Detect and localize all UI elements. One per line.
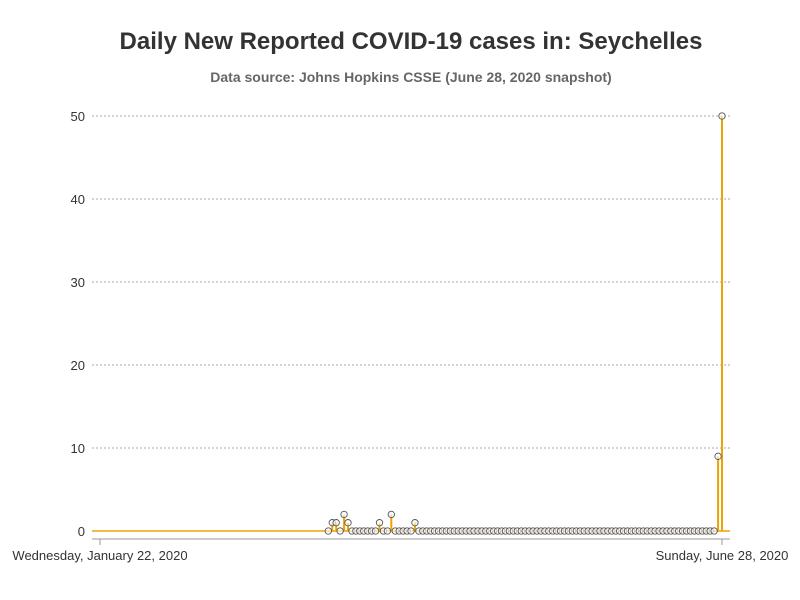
series-lines <box>92 116 730 532</box>
data-point <box>371 527 380 535</box>
data-point <box>324 527 332 535</box>
data-point <box>407 527 415 535</box>
y-tick-label: 30 <box>71 275 85 290</box>
data-point <box>383 527 392 535</box>
data-point <box>714 452 722 460</box>
data-point <box>710 527 718 535</box>
x-tick-label: Sunday, June 28, 2020 <box>656 548 789 563</box>
grid-lines <box>92 115 730 449</box>
y-tick-label: 40 <box>71 192 85 207</box>
series-markers <box>324 112 726 535</box>
data-point <box>718 112 726 120</box>
axes: 0 10 20 30 40 50 Wednesday, January 22, 2020 Su… <box>12 109 788 563</box>
data-point <box>411 519 419 527</box>
y-tick-label: 10 <box>71 441 85 456</box>
data-point <box>332 519 340 527</box>
chart-subtitle: Data source: Johns Hopkins CSSE (June 28… <box>210 69 612 85</box>
data-point <box>336 527 344 535</box>
data-point <box>387 510 395 519</box>
y-tick-label: 50 <box>71 109 85 124</box>
y-tick-label: 0 <box>78 524 85 539</box>
data-point <box>375 519 384 527</box>
x-tick-label: Wednesday, January 22, 2020 <box>12 548 187 563</box>
data-point <box>344 519 352 527</box>
y-tick-label: 20 <box>71 358 85 373</box>
chart-title: Daily New Reported COVID-19 cases in: Se… <box>119 28 703 55</box>
data-point <box>340 510 348 519</box>
